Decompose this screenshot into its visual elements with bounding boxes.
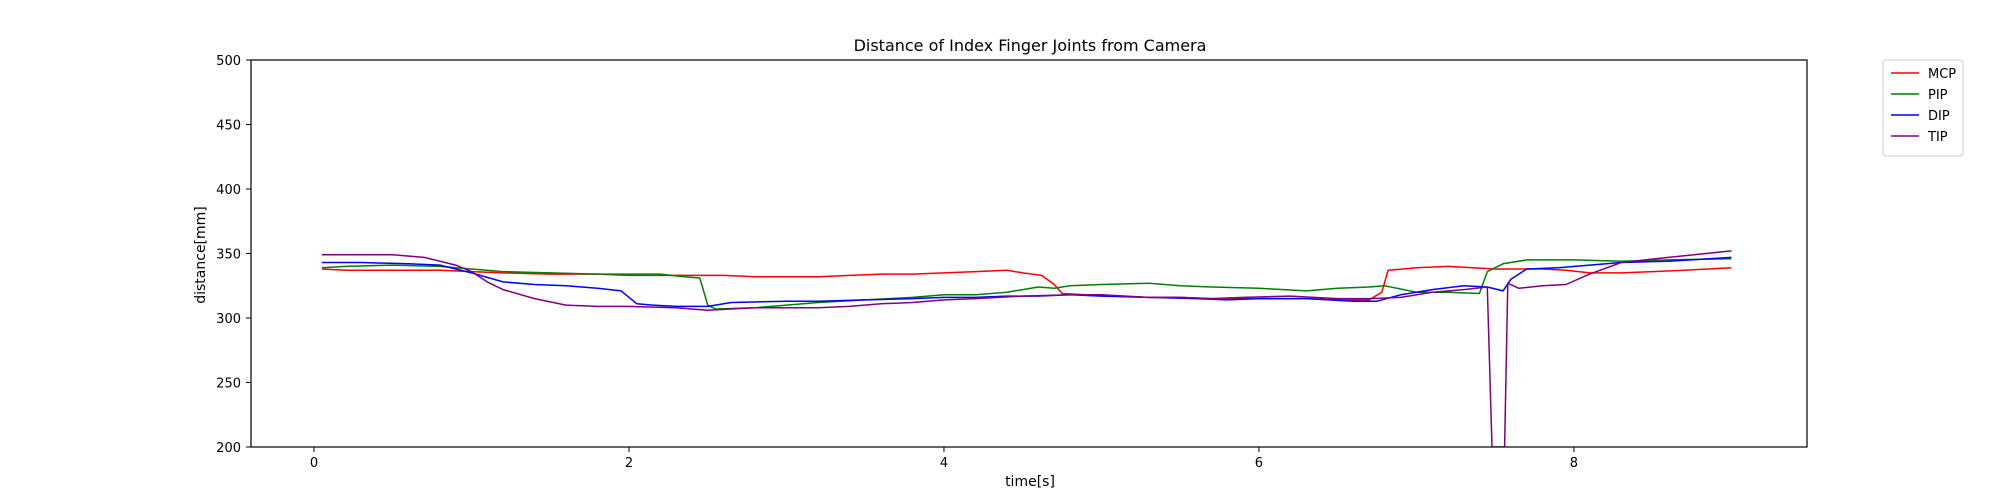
y-tick-label: 450 xyxy=(216,119,241,134)
y-tick-label: 500 xyxy=(216,54,241,69)
y-axis: 200 250 300 350 400 450 500 xyxy=(216,54,251,456)
x-tick-label: 2 xyxy=(625,456,633,471)
series-line-dip xyxy=(321,256,1732,308)
x-tick-label: 0 xyxy=(310,456,318,471)
x-tick-label: 6 xyxy=(1255,456,1263,471)
x-axis-label: time[s] xyxy=(1005,474,1055,490)
x-tick-label: 4 xyxy=(940,456,948,471)
series-line-pip xyxy=(321,257,1732,310)
legend-label: PIP xyxy=(1928,88,1948,103)
y-axis-label: distance[mm] xyxy=(193,206,209,304)
chart-title: Distance of Index Finger Joints from Cam… xyxy=(854,36,1207,55)
legend-frame xyxy=(1882,59,1964,157)
legend-label: DIP xyxy=(1928,109,1950,124)
y-tick-label: 350 xyxy=(216,248,241,263)
legend: MCP PIP DIP TIP xyxy=(1882,59,1964,157)
x-axis: 0 2 4 6 8 xyxy=(310,447,1578,471)
y-tick-label: 300 xyxy=(216,312,241,327)
legend-label: TIP xyxy=(1927,130,1948,145)
series-line-tip xyxy=(321,250,1732,447)
series-line-mcp xyxy=(321,265,1732,301)
axes-frame xyxy=(250,59,1808,448)
y-tick-label: 200 xyxy=(216,441,241,456)
x-tick-label: 8 xyxy=(1570,456,1578,471)
plot-area xyxy=(321,250,1732,447)
y-tick-label: 250 xyxy=(216,377,241,392)
y-tick-label: 400 xyxy=(216,183,241,198)
legend-label: MCP xyxy=(1928,67,1956,82)
